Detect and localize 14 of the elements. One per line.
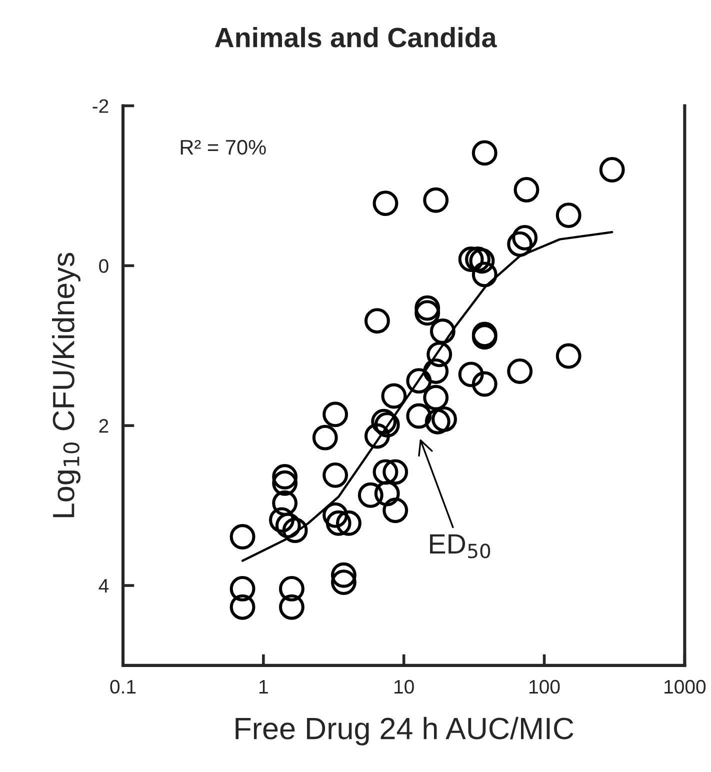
x-tick-label: 1 [260,680,268,694]
y-tick-label: 4 [98,579,109,593]
chart-title: Animals and Candida [214,27,497,48]
annotation: ED$_{50}$ [430,534,490,558]
x-tick-label: 0.1 [110,680,136,694]
annotation: R² = 70% [180,140,266,155]
y-axis-title: Log$_{10}$ CFU/Kidneys [52,252,80,518]
x-tick-label: 1000 [664,680,706,694]
x-axis-title: Free Drug 24 h AUC/MIC [236,716,574,746]
y-tick-label: -2 [92,99,108,113]
y-tick-label: 2 [99,419,108,433]
x-tick-label: 10 [394,680,414,694]
y-tick-label: 0 [99,259,108,273]
x-tick-label: 100 [530,680,560,694]
